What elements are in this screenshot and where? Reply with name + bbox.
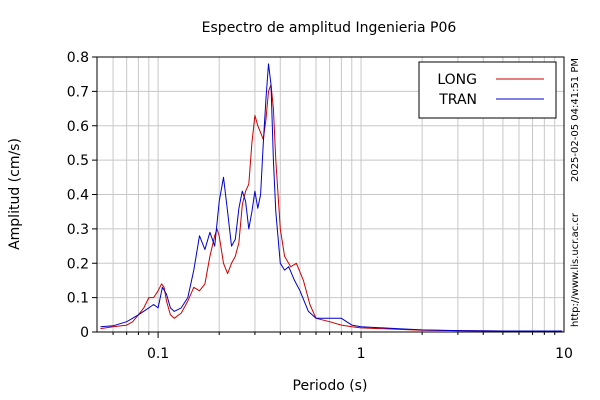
legend-label-tran: TRAN [438, 92, 477, 108]
series-line-tran [100, 63, 563, 332]
series-line-long [100, 84, 563, 332]
y-tick-label: 0.2 [67, 256, 89, 272]
y-tick-label: 0.3 [67, 222, 89, 238]
y-tick-label: 0.7 [67, 84, 89, 100]
x-tick-label: 10 [555, 346, 573, 362]
x-axis-label: Periodo (s) [293, 378, 368, 394]
x-tick-label: 1 [357, 346, 366, 362]
source-url-label: http://www.lis.ucr.ac.cr [570, 212, 581, 327]
y-tick-label: 0 [80, 325, 89, 341]
x-tick-label: 0.1 [147, 346, 169, 362]
y-tick-label: 0.5 [67, 153, 89, 169]
data-series [100, 63, 563, 332]
chart-title: Espectro de amplitud Ingenieria P06 [202, 20, 457, 36]
y-axis-label: Amplitud (cm/s) [7, 138, 23, 250]
y-tick-label: 0.1 [67, 291, 89, 307]
legend-box [418, 61, 557, 119]
y-tick-label: 0.8 [67, 50, 89, 66]
legend-label-long: LONG [437, 72, 477, 88]
axis-ticks: 0.1 1 10 0 0.1 0.2 0.3 0.4 0.5 0.6 0.7 0.8 [67, 50, 573, 362]
legend: LONG TRAN [418, 61, 557, 119]
y-tick-label: 0.4 [67, 188, 89, 204]
timestamp-label: 2025-02-05 04:41:51 PM [570, 58, 581, 182]
y-tick-label: 0.6 [67, 119, 89, 135]
